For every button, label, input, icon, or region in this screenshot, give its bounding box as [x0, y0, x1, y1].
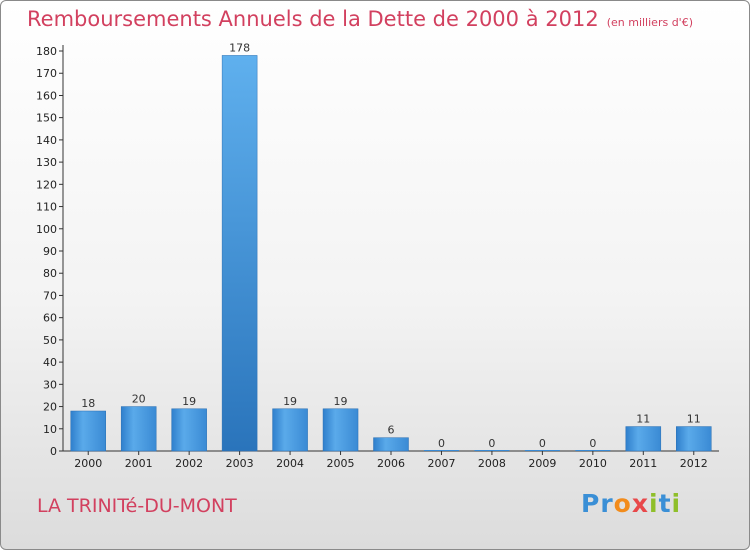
logo-letter: t [658, 489, 672, 518]
bar-2004 [272, 408, 308, 452]
city-name: LA TRINITé-DU-MONT [37, 495, 237, 517]
y-tick-label: 170 [36, 67, 57, 80]
chart-bars [70, 55, 712, 452]
y-tick-label: 50 [43, 334, 57, 347]
chart-title-text: Remboursements Annuels de la Dette de 20… [27, 7, 599, 31]
y-tick-label: 0 [50, 445, 57, 458]
y-tick-label: 120 [36, 178, 57, 191]
chart-axes: 0102030405060708090100110120130140150160… [36, 45, 719, 458]
value-label-2007: 0 [438, 437, 445, 450]
value-label-2004: 19 [283, 395, 297, 408]
logo-letter: x [631, 489, 649, 518]
bar-2007 [423, 450, 459, 451]
y-tick-label: 150 [36, 112, 57, 125]
bar-2012 [676, 426, 712, 452]
bar-2006 [373, 437, 409, 452]
x-tick-label-2001: 2001 [125, 457, 153, 470]
y-tick-label: 140 [36, 134, 57, 147]
bar-2011 [625, 426, 662, 452]
y-tick-label: 10 [43, 423, 57, 436]
y-tick-label: 130 [36, 156, 57, 169]
value-label-2000: 18 [81, 397, 95, 410]
logo-letter: r [600, 489, 614, 518]
value-label-2010: 0 [589, 437, 596, 450]
y-tick-label: 180 [36, 45, 57, 58]
y-tick-label: 100 [36, 223, 57, 236]
x-tick-label-2002: 2002 [175, 457, 203, 470]
x-tick-label-2006: 2006 [377, 457, 405, 470]
x-tick-label-2004: 2004 [276, 457, 304, 470]
bar-2003 [221, 55, 258, 452]
y-tick-label: 30 [43, 378, 57, 391]
y-tick-label: 90 [43, 245, 57, 258]
value-label-2002: 19 [182, 395, 196, 408]
bar-2010 [575, 450, 611, 451]
proxiti-logo: Proxiti [581, 489, 681, 518]
x-tick-label-2005: 2005 [327, 457, 355, 470]
value-label-2001: 20 [132, 393, 146, 406]
value-label-2003: 178 [229, 41, 250, 54]
logo-letter: P [581, 489, 601, 518]
y-tick-label: 20 [43, 401, 57, 414]
y-tick-label: 60 [43, 312, 57, 325]
x-tick-label-2011: 2011 [629, 457, 657, 470]
x-tick-label-2003: 2003 [226, 457, 254, 470]
y-tick-label: 80 [43, 267, 57, 280]
chart-labels: 2000 18 2001 20 2002 19 2003 178 2004 19 2005 19 200… [74, 41, 708, 470]
x-tick-label-2009: 2009 [528, 457, 556, 470]
y-tick-label: 160 [36, 89, 57, 102]
value-label-2006: 6 [388, 424, 395, 437]
logo-letter: i [649, 489, 659, 518]
bar-2008 [474, 450, 510, 451]
chart-title: Remboursements Annuels de la Dette de 20… [27, 7, 693, 31]
x-tick-label-2000: 2000 [74, 457, 102, 470]
value-label-2012: 11 [687, 413, 701, 426]
bar-2001 [120, 406, 157, 452]
chart-subtitle: (en milliers d'€) [606, 16, 693, 29]
logo-letter: i [671, 489, 682, 518]
bar-2009 [524, 450, 560, 451]
y-tick-label: 70 [43, 289, 57, 302]
x-tick-label-2012: 2012 [680, 457, 708, 470]
x-tick-label-2007: 2007 [427, 457, 455, 470]
x-tick-label-2010: 2010 [579, 457, 607, 470]
bar-2002 [171, 408, 207, 452]
value-label-2009: 0 [539, 437, 546, 450]
value-label-2005: 19 [334, 395, 348, 408]
x-tick-label-2008: 2008 [478, 457, 506, 470]
y-tick-label: 110 [36, 201, 57, 214]
value-label-2011: 11 [636, 413, 650, 426]
bar-2005 [322, 408, 359, 452]
value-label-2008: 0 [488, 437, 495, 450]
y-tick-label: 40 [43, 356, 57, 369]
logo-letter: o [613, 489, 632, 518]
bar-2000 [70, 410, 106, 452]
